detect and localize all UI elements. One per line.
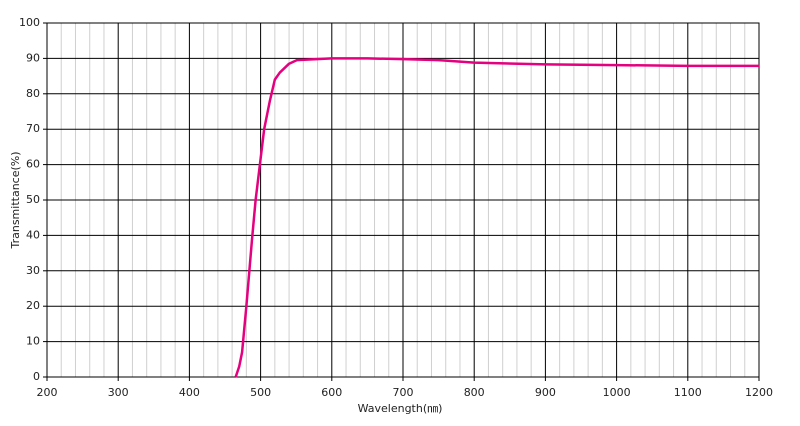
y-axis-label: Transmittance(%) [9,151,22,249]
x-axis-label: Wavelength(㎚) [358,402,443,415]
y-tick-label: 20 [26,299,40,312]
x-tick-label: 1100 [674,386,702,399]
x-tick-label: 400 [179,386,200,399]
y-tick-label: 80 [26,87,40,100]
x-tick-label: 1200 [745,386,773,399]
y-tick-label: 70 [26,122,40,135]
plot-frame [46,22,760,378]
x-tick-label: 800 [464,386,485,399]
x-tick-label: 700 [393,386,414,399]
y-tick-label: 100 [19,16,40,29]
x-tick-label: 600 [321,386,342,399]
y-tick-label: 60 [26,158,40,171]
y-tick-label: 50 [26,193,40,206]
x-tick-label: 300 [108,386,129,399]
y-tick-label: 0 [33,370,40,383]
data-line [234,57,759,378]
y-tick-label: 10 [26,335,40,348]
y-tick-label: 30 [26,264,40,277]
x-tick-label: 1000 [603,386,631,399]
x-tick-label: 500 [250,386,271,399]
y-tick-label: 40 [26,228,40,241]
x-tick-label: 200 [37,386,58,399]
x-tick-label: 900 [535,386,556,399]
y-tick-label: 90 [26,51,40,64]
